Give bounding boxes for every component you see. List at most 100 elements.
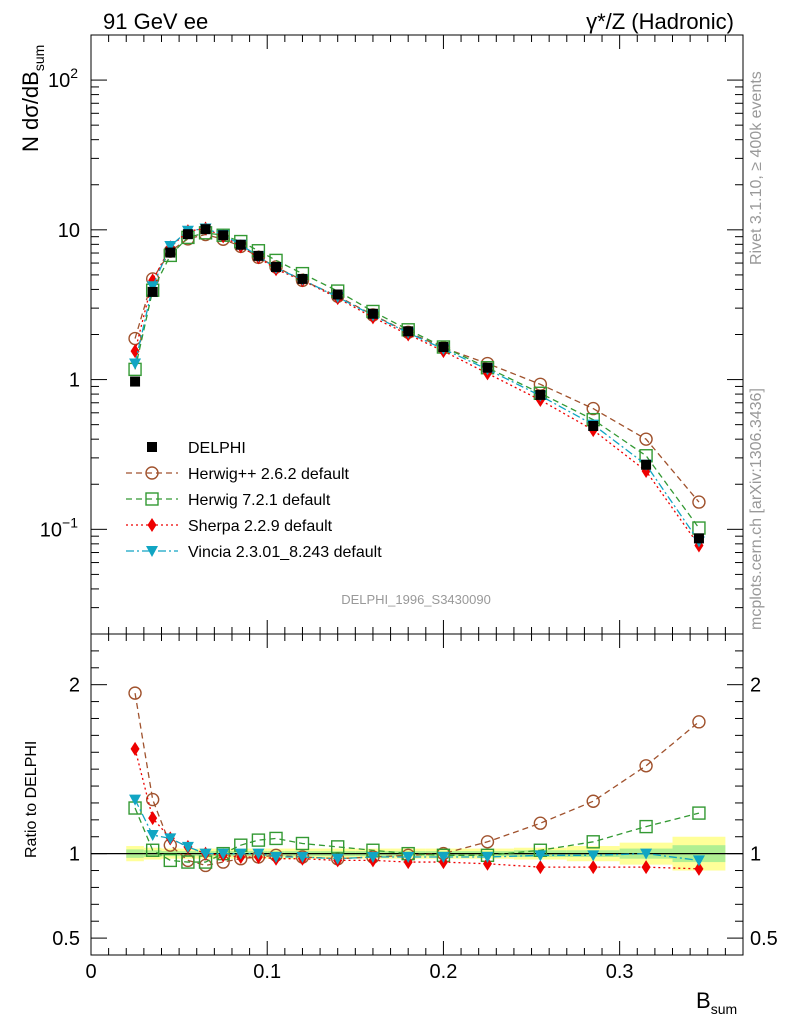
legend-marker [147,442,157,452]
series-point [130,344,140,359]
ratio-point [163,853,177,868]
x-tick-label: 0 [85,961,96,983]
data-point [182,229,193,240]
ratio-point [586,835,600,849]
legend-entry-1: Herwig 7.2.1 default [126,492,331,509]
y-tick-label-exp: 2 [70,65,78,81]
data-point [218,230,229,241]
ratio-point [270,852,283,864]
series-1-main [128,226,706,535]
ratio-point [402,852,415,864]
legend: DELPHI Herwig++ 2.6.2 default Herwig 7.2.1… [126,440,382,561]
ratio-point [692,715,706,729]
ratio-point [251,833,266,847]
ratio-point [217,848,230,860]
legend-entry-0: Herwig++ 2.6.2 default [126,466,350,483]
data-point [693,533,704,544]
side-mcplots-text: mcplots.cern.ch [arXiv:1306.3436] [748,388,765,630]
header-right: γ*/Z (Hadronic) [586,9,734,34]
ratio-point [482,856,492,871]
ratio-point [639,759,653,773]
ratio-point [331,840,345,854]
x-tick-label: 0.2 [430,961,458,983]
series-point [146,281,159,293]
legend-label: DELPHI [188,440,246,457]
series-point [692,521,706,535]
data-point [641,459,652,470]
ratio-point [181,841,194,853]
series-point [164,240,177,252]
data-point [147,286,158,297]
legend-marker [145,466,159,480]
y-tick-label-ratio-right: 0.5 [750,928,778,950]
x-axis-label-sub: sum [711,1001,737,1017]
series-point [639,432,653,446]
series-line [134,232,700,529]
ratio-point [641,860,651,875]
ratio-point [692,855,705,867]
ratio-point [639,819,653,834]
data-point [297,273,308,284]
y-tick-label-exp: −1 [62,514,78,530]
y-tick-label-base: 10 [40,519,62,541]
ratio-point [535,860,545,875]
legend-label: Herwig++ 2.6.2 default [188,466,350,483]
data-point [367,308,378,319]
legend-marker [147,518,157,532]
ratio-point [588,860,598,875]
y-tick-label-ratio-left: 2 [69,675,80,697]
x-tick-label: 0.1 [253,961,281,983]
series-3-ratio [129,794,705,867]
ratio-point [145,792,160,807]
series-line [134,233,700,503]
y-tick-label-main: 102 [48,65,78,92]
ratio-point [533,816,548,830]
ratio-point [331,853,344,865]
y-axis-label-main-sub: sum [31,45,47,71]
y-axis-label-ratio: Ratio to DELPHI [23,741,40,858]
x-axis-label-text: B [696,988,711,1013]
series-point [692,495,706,509]
x-axis-label: Bsum [696,988,737,1017]
ratio-point [252,848,265,860]
ratio-line [134,807,700,863]
main-series-group [128,221,706,553]
data-point [253,250,264,261]
ratio-point [694,861,704,876]
ratio-plot-frame [90,633,744,956]
ratio-line [134,693,700,867]
ratio-point [129,794,142,806]
y-tick-label-base: 10 [48,70,70,92]
ratio-point [128,686,142,700]
ratio-point [534,850,547,862]
y-axis-label-main: N dσ/dBsum [18,45,47,152]
y-tick-label-ratio-left: 1 [69,844,80,866]
data-point [535,389,546,400]
ratio-point [164,833,177,845]
header-left: 91 GeV ee [103,9,208,34]
ratio-point [586,794,600,808]
ratio-point [269,831,283,846]
ratio-point [640,848,653,860]
data-point [165,247,176,258]
ratio-point [199,848,212,860]
series-0-ratio [128,686,706,873]
data-point [130,376,141,387]
data-points [130,224,704,544]
ratio-point [437,852,450,864]
legend-marker [146,546,158,557]
y-tick-label-main: 10−1 [40,514,78,541]
data-point [482,362,493,373]
y-tick-label-main: 1 [69,370,80,392]
ratio-point [692,806,706,820]
ratio-series-group [128,686,706,876]
data-point [588,420,599,431]
ratio-point [181,855,195,869]
series-point [586,401,600,416]
series-point [129,358,142,370]
data-point [403,326,414,337]
ratio-point [481,852,494,864]
y-axis-label-main-text: N dσ/dB [18,71,43,152]
